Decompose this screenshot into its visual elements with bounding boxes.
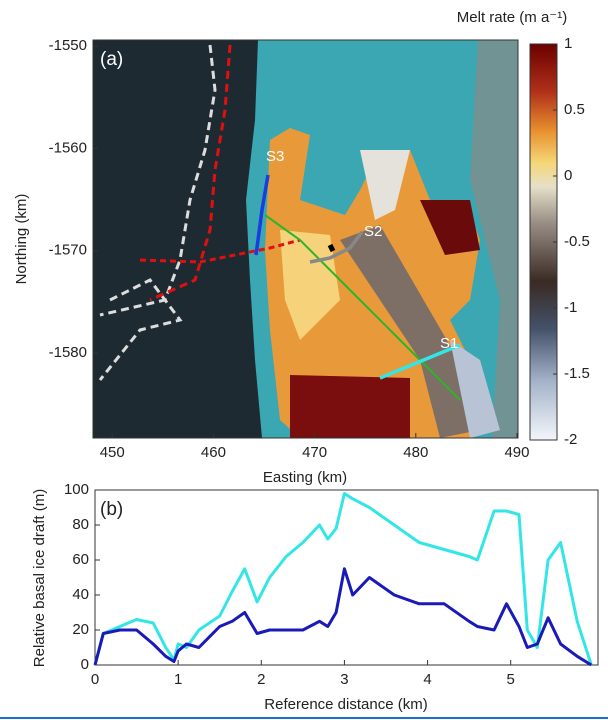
y-axis-label: Relative basal ice draft (m) — [31, 489, 48, 667]
x-tick-label: 3 — [340, 671, 348, 688]
colorbar-tick-label: 0.5 — [564, 101, 585, 118]
colorbar-tick-label: -1 — [564, 299, 577, 316]
transect-label: S3 — [266, 148, 284, 165]
y-tick-label: 80 — [72, 516, 89, 533]
panel-label: (b) — [100, 499, 123, 520]
y-tick-label: -1580 — [49, 344, 87, 361]
y-tick-label: 0 — [81, 656, 89, 673]
colorbar — [529, 43, 558, 441]
x-tick-label: 2 — [257, 671, 265, 688]
plot-frame — [94, 489, 599, 666]
transect-label: S2 — [364, 223, 382, 240]
colorbar-tick-label: -1.5 — [564, 365, 590, 382]
x-tick-label: 460 — [201, 444, 226, 461]
y-tick-label: -1570 — [49, 242, 87, 259]
map-frame — [92, 39, 519, 439]
transect-label: S1 — [440, 335, 458, 352]
panel-label: (a) — [100, 49, 123, 70]
colorbar-tick-label: 0 — [564, 167, 572, 184]
x-tick-label: 450 — [100, 444, 125, 461]
x-tick-label: 0 — [91, 671, 99, 688]
x-tick-label: 470 — [302, 444, 327, 461]
y-tick-label: -1560 — [49, 139, 87, 156]
y-axis-label: Northing (km) — [13, 194, 30, 285]
colorbar-tick-label: -2 — [564, 431, 577, 448]
x-axis-label: Easting (km) — [263, 469, 347, 486]
y-tick-label: 40 — [72, 586, 89, 603]
colorbar-tick-label: -0.5 — [564, 233, 590, 250]
data-line — [93, 567, 593, 667]
x-axis-label: Reference distance (km) — [264, 696, 427, 713]
map-image — [93, 40, 518, 438]
y-tick-label: 20 — [72, 621, 89, 638]
x-tick-label: 490 — [504, 444, 529, 461]
colorbar-label: Melt rate (m a⁻¹) — [457, 9, 567, 26]
y-tick-label: 60 — [72, 551, 89, 568]
colorbar-tick-label: 1 — [564, 35, 572, 52]
x-tick-label: 5 — [507, 671, 515, 688]
y-tick-label: -1550 — [49, 37, 87, 54]
x-tick-label: 480 — [403, 444, 428, 461]
y-tick-label: 100 — [64, 481, 89, 498]
x-tick-label: 1 — [174, 671, 182, 688]
x-tick-label: 4 — [423, 671, 431, 688]
